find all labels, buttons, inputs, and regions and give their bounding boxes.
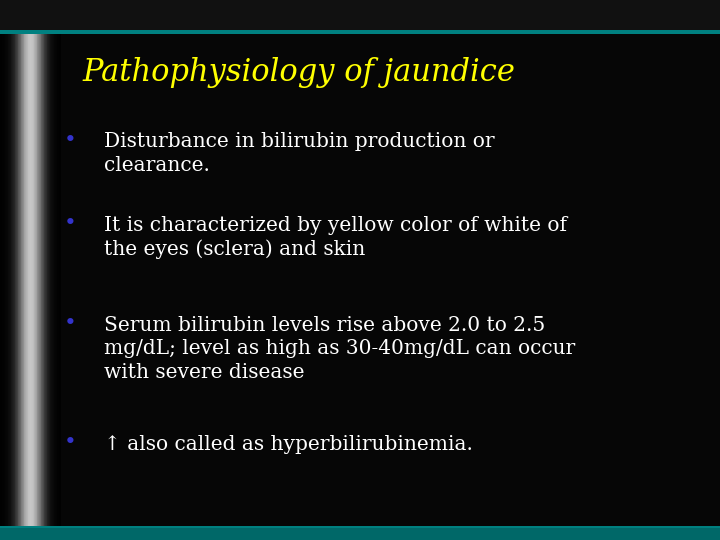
Bar [13, 34, 14, 526]
Bar [46, 34, 47, 526]
Bar [15, 34, 16, 526]
Bar [0, 0, 720, 30]
Bar [27, 34, 28, 526]
Bar [53, 34, 54, 526]
Bar [25, 34, 26, 526]
Bar [3, 34, 4, 526]
Bar [50, 34, 51, 526]
Bar [43, 34, 44, 526]
Bar [34, 34, 35, 526]
Bar [30, 34, 32, 526]
Text: •: • [64, 130, 77, 150]
Bar [2, 34, 3, 526]
Bar [0, 526, 720, 528]
Bar [19, 34, 20, 526]
Bar [59, 34, 60, 526]
Bar [56, 34, 57, 526]
Bar [5, 34, 6, 526]
Text: Pathophysiology of jaundice: Pathophysiology of jaundice [83, 57, 516, 87]
Text: Disturbance in bilirubin production or
clearance.: Disturbance in bilirubin production or c… [104, 132, 495, 175]
Bar [10, 34, 11, 526]
Bar [7, 34, 8, 526]
Bar [54, 34, 55, 526]
Bar [4, 34, 5, 526]
Bar [12, 34, 13, 526]
Bar [17, 34, 19, 526]
Bar [29, 34, 30, 526]
Bar [44, 34, 45, 526]
Bar [22, 34, 23, 526]
Bar [55, 34, 56, 526]
Text: •: • [64, 432, 77, 452]
Bar [32, 34, 33, 526]
Bar [41, 34, 42, 526]
Bar [21, 34, 22, 526]
Bar [26, 34, 27, 526]
Bar [24, 34, 25, 526]
Bar [45, 34, 46, 526]
Bar [20, 34, 21, 526]
Bar [49, 34, 50, 526]
Bar [47, 34, 48, 526]
Bar [60, 34, 61, 526]
Bar [52, 34, 53, 526]
Bar [57, 34, 58, 526]
Text: •: • [64, 313, 77, 333]
Bar [40, 34, 41, 526]
Bar [48, 34, 49, 526]
Bar [0, 528, 720, 540]
Bar [35, 34, 36, 526]
Bar [0, 30, 720, 34]
Bar [6, 34, 7, 526]
Bar [51, 34, 52, 526]
Bar [28, 34, 29, 526]
Bar [39, 34, 40, 526]
Bar [42, 34, 43, 526]
Bar [0, 34, 1, 526]
Text: •: • [64, 213, 77, 233]
Bar [58, 34, 59, 526]
Bar [37, 34, 38, 526]
Bar [36, 34, 37, 526]
Bar [8, 34, 9, 526]
Bar [1, 34, 2, 526]
Bar [16, 34, 17, 526]
Bar [23, 34, 24, 526]
Text: Serum bilirubin levels rise above 2.0 to 2.5
mg/dL; level as high as 30-40mg/dL : Serum bilirubin levels rise above 2.0 to… [104, 316, 576, 382]
Bar [9, 34, 10, 526]
Text: It is characterized by yellow color of white of
the eyes (sclera) and skin: It is characterized by yellow color of w… [104, 216, 567, 259]
Bar [11, 34, 12, 526]
Bar [33, 34, 34, 526]
Text: ↑ also called as hyperbilirubinemia.: ↑ also called as hyperbilirubinemia. [104, 435, 473, 454]
Bar [14, 34, 15, 526]
Bar [38, 34, 39, 526]
